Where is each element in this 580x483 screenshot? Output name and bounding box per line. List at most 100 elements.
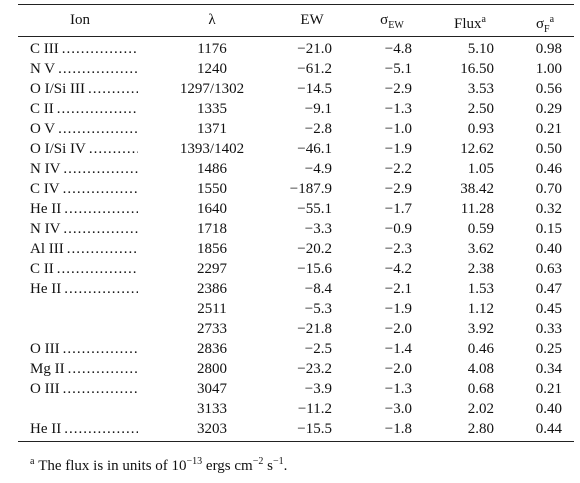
table-cell: −23.2 xyxy=(297,361,332,377)
ion-name: C II xyxy=(30,261,54,277)
table-cell: 0.98 xyxy=(535,41,562,57)
table-cell: 1393/1402 xyxy=(179,141,245,157)
table-cell: −1.4 xyxy=(384,341,412,357)
table-cell: 0.93 xyxy=(467,121,494,137)
table-cell: 3.92 xyxy=(467,321,494,337)
footnote-exponent: −13 xyxy=(186,456,203,467)
table-cell: −1.3 xyxy=(384,381,412,397)
ion-cell: Al III xyxy=(30,240,138,258)
ion-cell: O I/Si III xyxy=(30,80,138,98)
table-cell: −21.0 xyxy=(297,41,332,57)
table-cell: −2.9 xyxy=(384,181,412,197)
table-cell: −2.5 xyxy=(304,341,332,357)
footnote-text: . xyxy=(283,458,288,474)
table-cell: 0.70 xyxy=(535,181,562,197)
table-cell: 1640 xyxy=(197,201,227,217)
column-header: σEW xyxy=(380,11,404,35)
ion-name: O V xyxy=(30,121,56,137)
table-cell: 3133 xyxy=(197,401,227,417)
header-text: Ion xyxy=(70,12,90,28)
table-cell: −14.5 xyxy=(297,81,332,97)
table-cell: 1.00 xyxy=(535,61,562,77)
ion-cell: Mg II xyxy=(30,360,138,378)
table-cell: 0.34 xyxy=(535,361,562,377)
table-cell: 1335 xyxy=(197,101,227,117)
dot-leader xyxy=(57,100,138,118)
table-cell: 3203 xyxy=(197,421,227,437)
table-cell: 3.62 xyxy=(467,241,494,257)
table-cell: −2.0 xyxy=(384,361,412,377)
table-cell: −3.0 xyxy=(384,401,412,417)
table-cell: 1718 xyxy=(197,221,227,237)
table-cell: 0.33 xyxy=(535,321,562,337)
table-cell: 1550 xyxy=(197,181,227,197)
dot-leader xyxy=(67,240,138,258)
table-cell: 2836 xyxy=(197,341,227,357)
ion-cell: He II xyxy=(30,280,138,298)
ion-cell: O III xyxy=(30,340,138,358)
ion-name: N V xyxy=(30,61,56,77)
table-cell: −9.1 xyxy=(304,101,332,117)
table-cell: 0.25 xyxy=(535,341,562,357)
table-cell: −5.3 xyxy=(304,301,332,317)
column-header: Fluxa xyxy=(454,11,486,33)
header-rule xyxy=(18,36,574,37)
table-cell: 2.50 xyxy=(467,101,494,117)
dot-leader xyxy=(64,280,138,298)
table-cell: −2.2 xyxy=(384,161,412,177)
table-cell: 0.32 xyxy=(535,201,562,217)
ion-name: He II xyxy=(30,281,62,297)
table-cell: 0.44 xyxy=(535,421,562,437)
header-text: σ xyxy=(380,12,389,28)
dot-leader xyxy=(62,40,138,58)
table-cell: −0.9 xyxy=(384,221,412,237)
table-cell: −5.1 xyxy=(384,61,412,77)
column-header: EW xyxy=(300,11,323,29)
ion-name: C III xyxy=(30,41,59,57)
ion-name: He II xyxy=(30,421,62,437)
header-subscript: F xyxy=(544,24,550,35)
table-cell: 2.38 xyxy=(467,261,494,277)
table-cell: 1856 xyxy=(197,241,227,257)
table-cell: 0.21 xyxy=(535,381,562,397)
ion-cell: He II xyxy=(30,200,138,218)
table-cell: −55.1 xyxy=(297,201,332,217)
header-superscript: a xyxy=(549,14,555,25)
dot-leader xyxy=(58,60,138,78)
table-cell: 1240 xyxy=(197,61,227,77)
ion-name: N IV xyxy=(30,221,61,237)
table-cell: −15.5 xyxy=(297,421,332,437)
ion-cell: C III xyxy=(30,40,138,58)
table-cell: −3.9 xyxy=(304,381,332,397)
header-text: EW xyxy=(300,12,324,28)
ion-name: Al III xyxy=(30,241,64,257)
header-text: σ xyxy=(535,16,545,32)
ion-name: O I/Si IV xyxy=(30,141,86,157)
table-cell: −46.1 xyxy=(297,141,332,157)
ion-cell: C IV xyxy=(30,180,138,198)
footnote-text: s xyxy=(263,458,273,474)
table-cell: 0.50 xyxy=(535,141,562,157)
table-cell: 0.47 xyxy=(535,281,562,297)
table-cell: 1.05 xyxy=(467,161,494,177)
table-cell: −1.7 xyxy=(384,201,412,217)
table-cell: 1486 xyxy=(197,161,227,177)
table-cell: −20.2 xyxy=(297,241,332,257)
table-cell: 0.56 xyxy=(535,81,562,97)
table-cell: −2.9 xyxy=(384,81,412,97)
dot-leader xyxy=(64,200,138,218)
column-header: λ xyxy=(208,11,215,29)
table-cell: 1.53 xyxy=(467,281,494,297)
table-cell: 1297/1302 xyxy=(179,81,245,97)
table-cell: 2733 xyxy=(197,321,227,337)
footnote: a The flux is in units of 10−13 ergs cm−… xyxy=(30,456,287,475)
footnote-text: The flux is in units of 10 xyxy=(38,458,187,474)
table-cell: −1.9 xyxy=(384,141,412,157)
table-cell: 0.45 xyxy=(535,301,562,317)
ion-name: C II xyxy=(30,101,54,117)
table-cell: 5.10 xyxy=(467,41,494,57)
table-cell: 0.21 xyxy=(535,121,562,137)
table-cell: 2.02 xyxy=(467,401,494,417)
table-cell: −4.9 xyxy=(304,161,332,177)
table-cell: −2.0 xyxy=(384,321,412,337)
